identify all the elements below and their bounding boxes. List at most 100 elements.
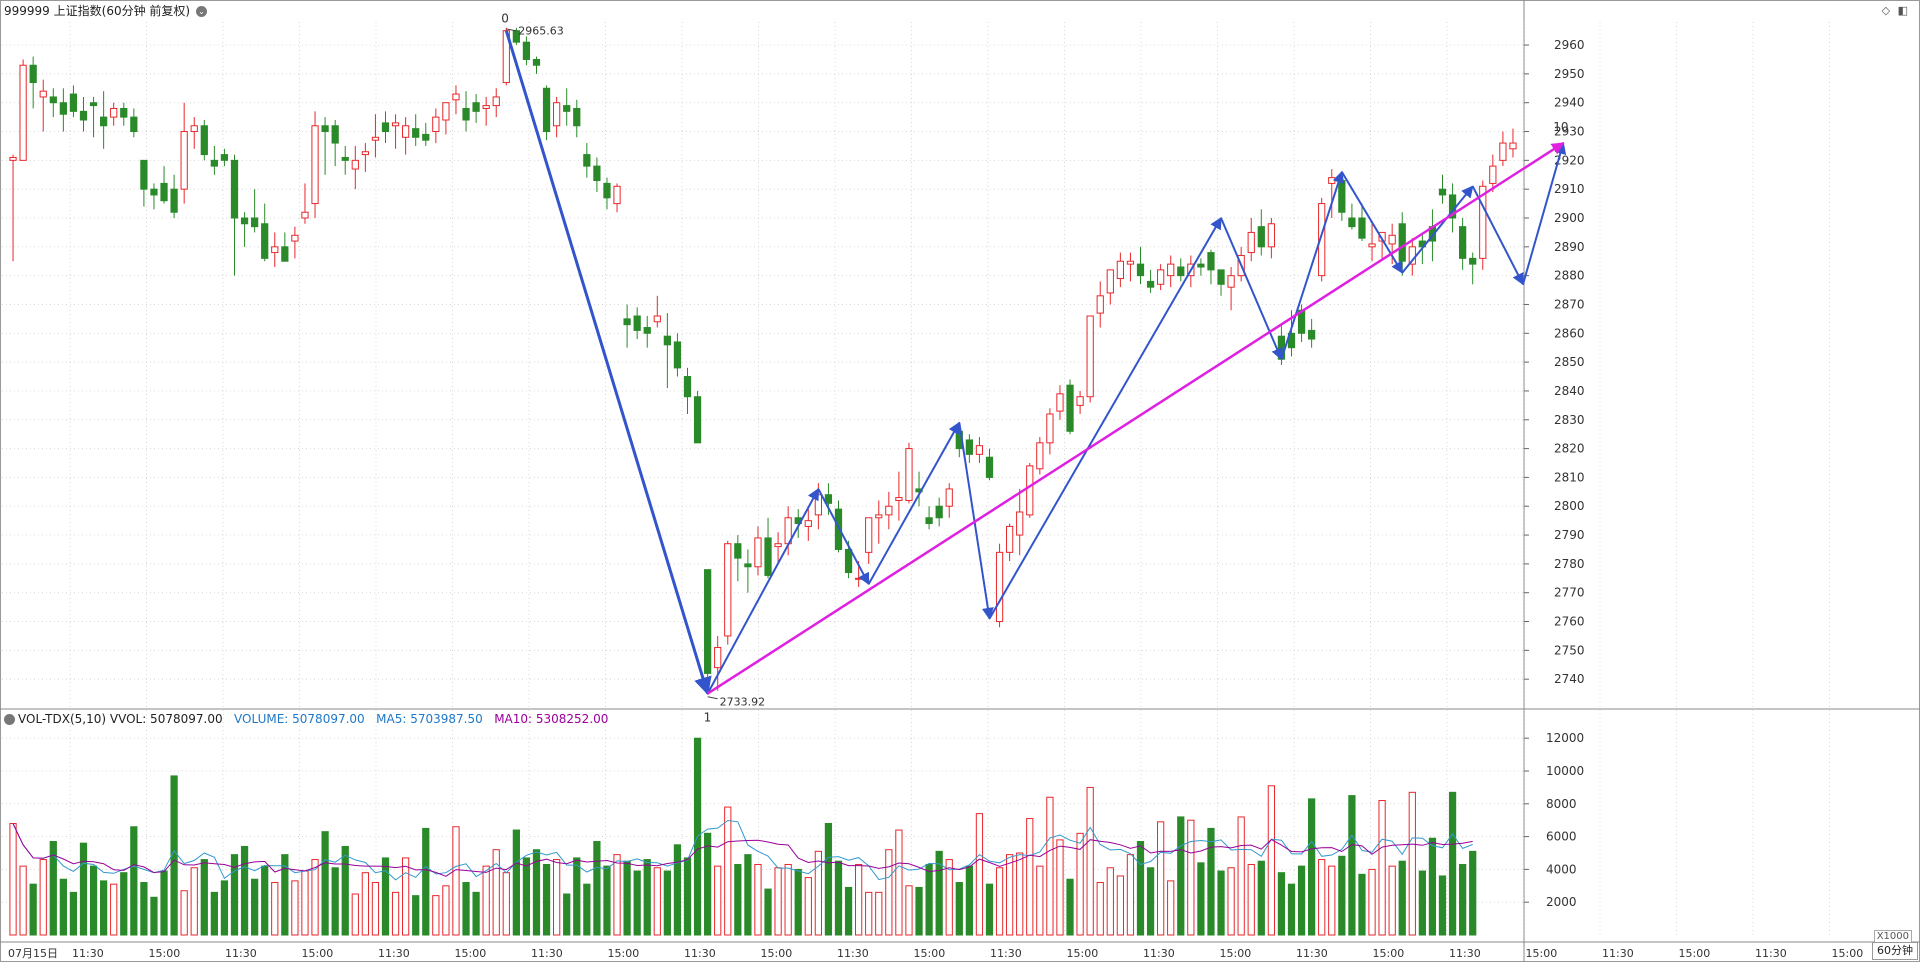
candle bbox=[69, 85, 78, 118]
volume-bar bbox=[240, 845, 249, 936]
candle-body bbox=[432, 116, 440, 133]
time-tick-label: 11:30 bbox=[990, 947, 1022, 960]
volume-bar bbox=[462, 882, 470, 936]
volume-bar bbox=[774, 867, 782, 936]
candle bbox=[412, 114, 420, 146]
candle bbox=[1217, 269, 1225, 296]
indicator-name: VOL-TDX(5,10) bbox=[18, 712, 107, 726]
candle bbox=[1499, 131, 1507, 167]
candle bbox=[714, 635, 722, 691]
candle-body bbox=[1146, 280, 1155, 288]
dropdown-icon[interactable]: ⌄ bbox=[195, 6, 207, 17]
volume-bar bbox=[1408, 791, 1416, 936]
candle-body bbox=[1479, 185, 1487, 259]
candle bbox=[402, 117, 410, 155]
candle-body bbox=[683, 376, 692, 398]
candle-body bbox=[180, 131, 188, 190]
candle bbox=[110, 102, 118, 126]
price-tick-label: 2870 bbox=[1554, 297, 1585, 311]
time-tick-label: 15:00 bbox=[455, 947, 487, 960]
candle-body bbox=[240, 217, 249, 225]
candle bbox=[1086, 315, 1094, 403]
candle bbox=[693, 390, 702, 444]
time-tick-label: 15:00 bbox=[1526, 947, 1558, 960]
panel-toggle-icon[interactable]: ◧ bbox=[1897, 4, 1908, 17]
candle-body bbox=[1469, 257, 1477, 265]
price-tick-label: 2810 bbox=[1554, 470, 1585, 484]
candle bbox=[1308, 318, 1316, 348]
candle-body bbox=[1207, 252, 1215, 271]
candle-body bbox=[170, 188, 178, 213]
candle bbox=[210, 145, 218, 175]
candle bbox=[462, 91, 470, 132]
volume-bar bbox=[1428, 837, 1437, 936]
candle bbox=[100, 91, 108, 149]
candle-body bbox=[1177, 266, 1185, 277]
volume-bar bbox=[1167, 880, 1175, 936]
diamond-icon[interactable]: ◇ bbox=[1881, 4, 1891, 17]
time-tick-label: 11:30 bbox=[1755, 947, 1787, 960]
candle-body bbox=[714, 646, 722, 669]
candle bbox=[271, 232, 279, 267]
candle bbox=[1066, 379, 1074, 435]
indicator-dropdown-icon[interactable] bbox=[4, 714, 15, 725]
candle-body bbox=[321, 125, 329, 133]
volume-bar bbox=[1066, 878, 1074, 936]
volume-bar bbox=[633, 870, 641, 936]
price-tick-label: 2850 bbox=[1554, 355, 1585, 369]
candle-body bbox=[603, 182, 611, 199]
candle-body bbox=[79, 110, 88, 121]
price-tick-label: 2960 bbox=[1554, 38, 1585, 52]
candle-body bbox=[1056, 393, 1064, 412]
candle-body bbox=[855, 577, 863, 580]
candle bbox=[754, 526, 762, 576]
candle-body bbox=[553, 102, 561, 127]
candle-body bbox=[19, 64, 27, 161]
volume-bar bbox=[271, 882, 279, 936]
volume-bar bbox=[482, 865, 490, 936]
candle bbox=[1016, 488, 1024, 556]
candle bbox=[130, 108, 138, 138]
period-selector[interactable]: 60分钟 bbox=[1872, 942, 1918, 960]
candle-body bbox=[150, 188, 158, 196]
candle bbox=[965, 434, 973, 463]
volume-bar bbox=[1438, 875, 1447, 936]
volume-bar bbox=[502, 872, 510, 936]
volume-bar bbox=[220, 880, 229, 936]
volume-bar bbox=[844, 886, 853, 936]
volume-bar bbox=[714, 865, 722, 936]
volume-bar bbox=[1348, 795, 1356, 936]
volume-bar bbox=[1026, 818, 1034, 936]
volume-bar bbox=[39, 859, 47, 936]
candle bbox=[1106, 269, 1114, 305]
candle bbox=[1126, 252, 1135, 282]
volume-bar bbox=[553, 859, 561, 936]
candle bbox=[1318, 197, 1326, 282]
volume-bar bbox=[794, 868, 802, 936]
price-tick-label: 2920 bbox=[1554, 153, 1585, 167]
volume-bar bbox=[1237, 816, 1245, 936]
candle-body bbox=[210, 159, 218, 167]
candle bbox=[1469, 252, 1477, 285]
volume-bar bbox=[704, 832, 712, 936]
chart-title-bar: 999999 上证指数(60分钟 前复权) ⌄ bbox=[4, 2, 207, 20]
candle-body bbox=[895, 497, 903, 501]
candle bbox=[895, 471, 903, 521]
candle-body bbox=[875, 514, 883, 519]
candle-body bbox=[49, 96, 57, 104]
candle bbox=[603, 177, 611, 210]
volume-bar bbox=[1106, 867, 1114, 936]
volume-bar bbox=[89, 865, 98, 936]
candle-body bbox=[1247, 231, 1255, 254]
volume-tick-label: 10000 bbox=[1546, 764, 1584, 778]
volume-value: VOLUME: 5078097.00 bbox=[234, 712, 365, 726]
volume-bar bbox=[975, 813, 984, 936]
candle-body bbox=[1267, 223, 1275, 248]
volume-bar bbox=[140, 882, 148, 936]
period-info: (60分钟 前复权) bbox=[101, 4, 191, 18]
candle bbox=[49, 88, 57, 118]
volume-bar bbox=[251, 878, 259, 936]
wave-segment bbox=[817, 488, 870, 586]
candle-body bbox=[492, 96, 500, 107]
